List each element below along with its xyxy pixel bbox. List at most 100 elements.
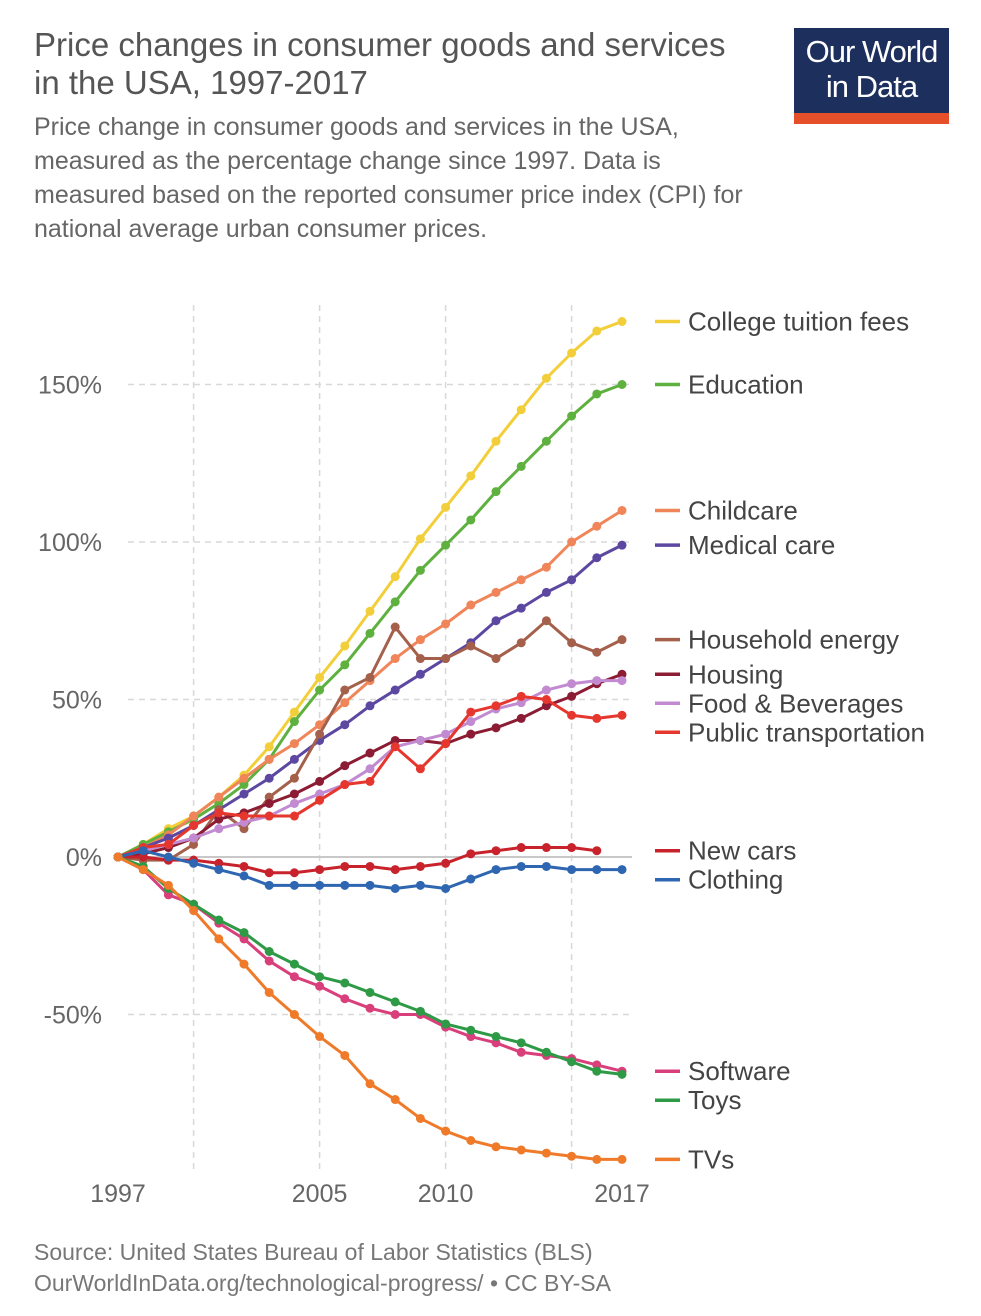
data-point[interactable] bbox=[617, 865, 627, 875]
data-point[interactable] bbox=[340, 780, 350, 790]
data-point[interactable] bbox=[214, 865, 224, 875]
data-point[interactable] bbox=[466, 600, 476, 610]
data-point[interactable] bbox=[315, 981, 325, 991]
data-point[interactable] bbox=[617, 506, 627, 515]
data-point[interactable] bbox=[516, 691, 526, 701]
data-point[interactable] bbox=[617, 380, 627, 389]
data-point[interactable] bbox=[592, 676, 602, 686]
data-point[interactable] bbox=[491, 654, 501, 664]
data-point[interactable] bbox=[365, 701, 375, 711]
data-point[interactable] bbox=[113, 852, 123, 862]
data-point[interactable] bbox=[289, 811, 299, 821]
series-label[interactable]: Public transportation bbox=[655, 717, 925, 747]
data-point[interactable] bbox=[466, 849, 476, 859]
data-point[interactable] bbox=[289, 868, 299, 878]
data-point[interactable] bbox=[340, 1050, 350, 1060]
data-point[interactable] bbox=[491, 1038, 501, 1048]
data-point[interactable] bbox=[264, 811, 274, 821]
data-point[interactable] bbox=[592, 389, 602, 399]
data-point[interactable] bbox=[163, 833, 173, 843]
data-point[interactable] bbox=[365, 1079, 375, 1089]
series-label[interactable]: Education bbox=[655, 370, 804, 400]
data-point[interactable] bbox=[617, 1154, 627, 1164]
data-point[interactable] bbox=[415, 1006, 425, 1016]
data-point[interactable] bbox=[541, 861, 551, 871]
data-point[interactable] bbox=[365, 672, 375, 682]
data-point[interactable] bbox=[491, 1142, 501, 1152]
data-point[interactable] bbox=[415, 735, 425, 745]
data-point[interactable] bbox=[617, 635, 627, 645]
series-label[interactable]: Childcare bbox=[655, 496, 798, 526]
data-point[interactable] bbox=[415, 654, 425, 664]
data-point[interactable] bbox=[289, 754, 299, 764]
data-point[interactable] bbox=[415, 635, 425, 645]
data-point[interactable] bbox=[340, 685, 350, 695]
data-point[interactable] bbox=[163, 839, 173, 849]
series-housing[interactable] bbox=[113, 669, 627, 862]
data-point[interactable] bbox=[567, 348, 577, 358]
data-point[interactable] bbox=[189, 833, 199, 843]
data-point[interactable] bbox=[239, 780, 249, 790]
data-point[interactable] bbox=[592, 713, 602, 723]
data-point[interactable] bbox=[491, 487, 501, 497]
data-point[interactable] bbox=[340, 641, 350, 651]
series-label[interactable]: Food & Beverages bbox=[655, 688, 903, 718]
data-point[interactable] bbox=[466, 641, 476, 651]
data-point[interactable] bbox=[289, 880, 299, 890]
data-point[interactable] bbox=[239, 824, 249, 834]
data-point[interactable] bbox=[390, 685, 400, 695]
data-point[interactable] bbox=[390, 884, 400, 893]
data-point[interactable] bbox=[315, 685, 325, 695]
data-point[interactable] bbox=[415, 669, 425, 679]
data-point[interactable] bbox=[264, 773, 274, 783]
data-point[interactable] bbox=[567, 638, 577, 648]
data-point[interactable] bbox=[315, 1032, 325, 1042]
data-point[interactable] bbox=[516, 575, 526, 585]
series-label[interactable]: Clothing bbox=[655, 865, 783, 895]
data-point[interactable] bbox=[567, 1057, 577, 1067]
data-point[interactable] bbox=[567, 679, 577, 689]
data-point[interactable] bbox=[315, 720, 325, 730]
data-point[interactable] bbox=[289, 972, 299, 982]
data-point[interactable] bbox=[365, 987, 375, 997]
data-point[interactable] bbox=[415, 1113, 425, 1123]
data-point[interactable] bbox=[541, 1148, 551, 1158]
data-point[interactable] bbox=[340, 761, 350, 771]
data-point[interactable] bbox=[315, 880, 325, 890]
data-point[interactable] bbox=[390, 622, 400, 632]
data-point[interactable] bbox=[592, 865, 602, 875]
data-point[interactable] bbox=[365, 748, 375, 758]
data-point[interactable] bbox=[163, 880, 173, 890]
data-point[interactable] bbox=[340, 861, 350, 871]
data-point[interactable] bbox=[541, 1047, 551, 1057]
data-point[interactable] bbox=[541, 695, 551, 704]
data-point[interactable] bbox=[315, 672, 325, 682]
data-point[interactable] bbox=[541, 843, 551, 853]
data-point[interactable] bbox=[390, 1095, 400, 1105]
data-point[interactable] bbox=[315, 972, 325, 982]
data-point[interactable] bbox=[340, 978, 350, 988]
data-point[interactable] bbox=[365, 1003, 375, 1013]
data-point[interactable] bbox=[390, 865, 400, 875]
data-point[interactable] bbox=[491, 1032, 501, 1042]
data-point[interactable] bbox=[516, 461, 526, 471]
data-point[interactable] bbox=[390, 597, 400, 607]
data-point[interactable] bbox=[390, 735, 400, 745]
data-point[interactable] bbox=[441, 858, 451, 868]
data-point[interactable] bbox=[138, 852, 148, 862]
data-point[interactable] bbox=[441, 502, 451, 512]
series-label[interactable]: College tuition fees bbox=[655, 307, 909, 337]
data-point[interactable] bbox=[264, 754, 274, 764]
series-label[interactable]: Medical care bbox=[655, 530, 835, 560]
data-point[interactable] bbox=[340, 698, 350, 708]
data-point[interactable] bbox=[214, 824, 224, 834]
data-point[interactable] bbox=[390, 1010, 400, 1019]
data-point[interactable] bbox=[365, 764, 375, 774]
data-point[interactable] bbox=[567, 691, 577, 701]
data-point[interactable] bbox=[138, 865, 148, 875]
data-point[interactable] bbox=[491, 616, 501, 626]
series-label[interactable]: Software bbox=[655, 1056, 791, 1086]
data-point[interactable] bbox=[315, 865, 325, 875]
data-point[interactable] bbox=[390, 997, 400, 1007]
data-point[interactable] bbox=[264, 956, 274, 966]
